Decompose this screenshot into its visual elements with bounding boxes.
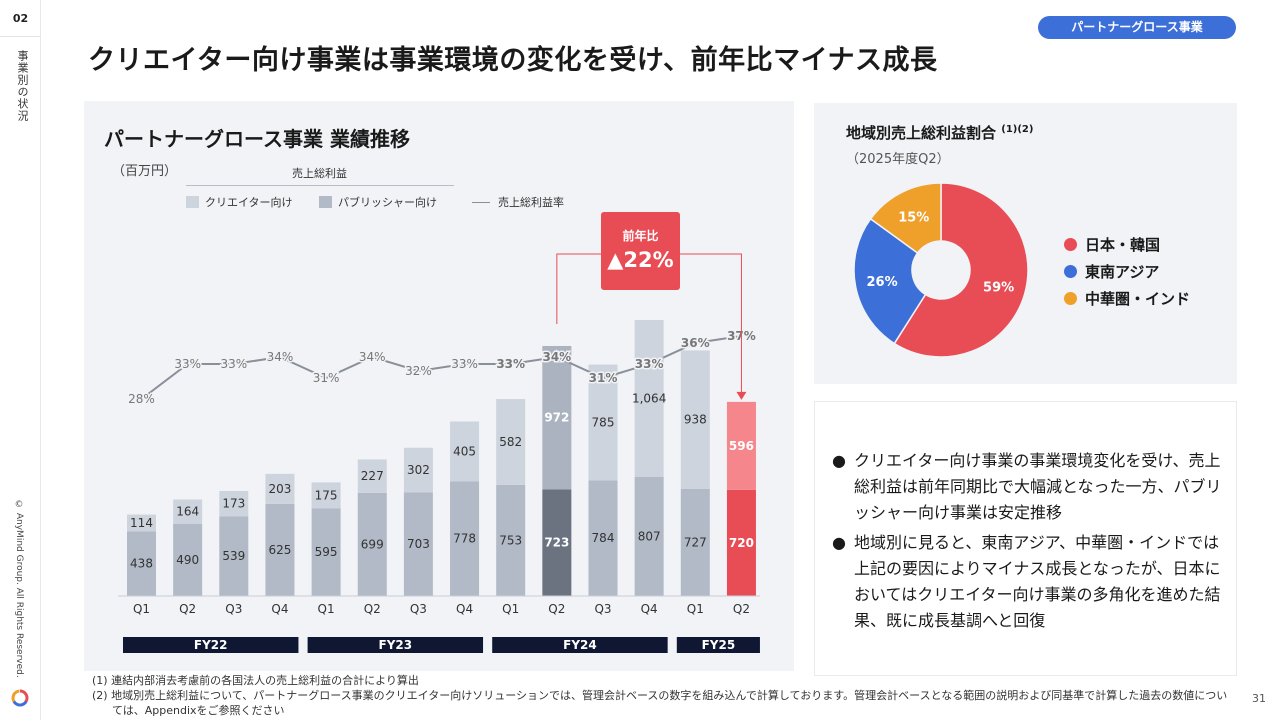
donut-title-note: (1)(2) bbox=[1001, 124, 1034, 135]
legend-dot-japan-korea bbox=[1064, 238, 1077, 251]
left-rail: 02 事業別の状況 © AnyMind Group. All Rights Re… bbox=[0, 0, 41, 720]
footnotes: (1) 連結内部消去考慮前の各国法人の売上総利益の合計により算出 (2) 地域別… bbox=[92, 673, 1232, 718]
legend-header: 売上総利益 bbox=[292, 167, 347, 180]
legend-header-rule bbox=[186, 185, 454, 186]
commentary-bullets: ● クリエイター向け事業の事業環境変化を受け、売上総利益は前年同期比で大幅減となっ… bbox=[832, 448, 1230, 638]
legend-label-publisher: パブリッシャー向け bbox=[338, 196, 437, 209]
legend-item-ratio: 売上総利益率 bbox=[472, 194, 564, 210]
bullet-text: クリエイター向け事業の事業環境変化を受け、売上総利益は前年同期比で大幅減となった… bbox=[854, 451, 1222, 522]
bar-chart-panel bbox=[84, 101, 794, 671]
bullet-marker: ● bbox=[832, 533, 846, 552]
bullet-text: 地域別に見ると、東南アジア、中華圏・インドでは上記の要因によりマイナス成長となっ… bbox=[854, 533, 1221, 630]
legend-line-ratio bbox=[472, 201, 490, 203]
anymind-logo-icon bbox=[11, 689, 29, 707]
section-label: 事業別の状況 bbox=[16, 50, 29, 122]
bar-chart-unit: （百万円） bbox=[112, 164, 178, 179]
donut-legend-label: 東南アジア bbox=[1085, 263, 1160, 281]
yoy-callout-value: ▲22% bbox=[607, 248, 674, 272]
page-title: クリエイター向け事業は事業環境の変化を受け、前年比マイナス成長 bbox=[88, 45, 938, 76]
commentary-panel bbox=[814, 401, 1237, 676]
yoy-callout-label: 前年比 bbox=[622, 229, 659, 243]
legend-dot-sea bbox=[1064, 265, 1077, 278]
donut-legend-label: 日本・韓国 bbox=[1085, 236, 1161, 254]
footnote-1: (1) 連結内部消去考慮前の各国法人の売上総利益の合計により算出 bbox=[92, 674, 419, 687]
legend-swatch-creator bbox=[186, 196, 199, 208]
legend-item-creator: クリエイター向け bbox=[186, 194, 293, 210]
bullet-marker: ● bbox=[832, 451, 846, 470]
copyright: © AnyMind Group. All Rights Reserved. bbox=[14, 500, 24, 678]
legend-swatch-publisher bbox=[319, 196, 332, 208]
segment-badge: パートナーグロース事業 bbox=[1038, 16, 1236, 39]
legend-item-publisher: パブリッシャー向け bbox=[319, 194, 437, 210]
donut-title: 地域別売上総利益割合 (1)(2) bbox=[846, 122, 1033, 143]
bullet-item: ● 地域別に見ると、東南アジア、中華圏・インドでは上記の要因によりマイナス成長とな… bbox=[832, 530, 1230, 634]
bar-chart-title: パートナーグロース事業 業績推移 bbox=[104, 127, 410, 151]
footnote-2: (2) 地域別売上総利益について、パートナーグロース事業のクリエイター向けソリュ… bbox=[92, 689, 1228, 717]
legend-label-ratio: 売上総利益率 bbox=[498, 196, 564, 209]
donut-legend-item: 日本・韓国 bbox=[1064, 231, 1190, 258]
legend-label-creator: クリエイター向け bbox=[205, 196, 293, 209]
donut-title-text: 地域別売上総利益割合 bbox=[846, 124, 997, 142]
donut-legend-item: 中華圏・インド bbox=[1064, 285, 1190, 312]
yoy-callout: 前年比 ▲22% bbox=[601, 212, 680, 290]
slide-number: 31 bbox=[1252, 692, 1266, 705]
donut-legend: 日本・韓国 東南アジア 中華圏・インド bbox=[1064, 231, 1190, 312]
donut-legend-item: 東南アジア bbox=[1064, 258, 1190, 285]
legend-dot-china-india bbox=[1064, 292, 1077, 305]
bullet-item: ● クリエイター向け事業の事業環境変化を受け、売上総利益は前年同期比で大幅減となっ… bbox=[832, 448, 1230, 526]
page-number: 02 bbox=[12, 12, 29, 25]
rail-divider bbox=[0, 36, 41, 37]
donut-legend-label: 中華圏・インド bbox=[1085, 290, 1191, 308]
donut-subtitle: （2025年度Q2） bbox=[846, 152, 950, 167]
